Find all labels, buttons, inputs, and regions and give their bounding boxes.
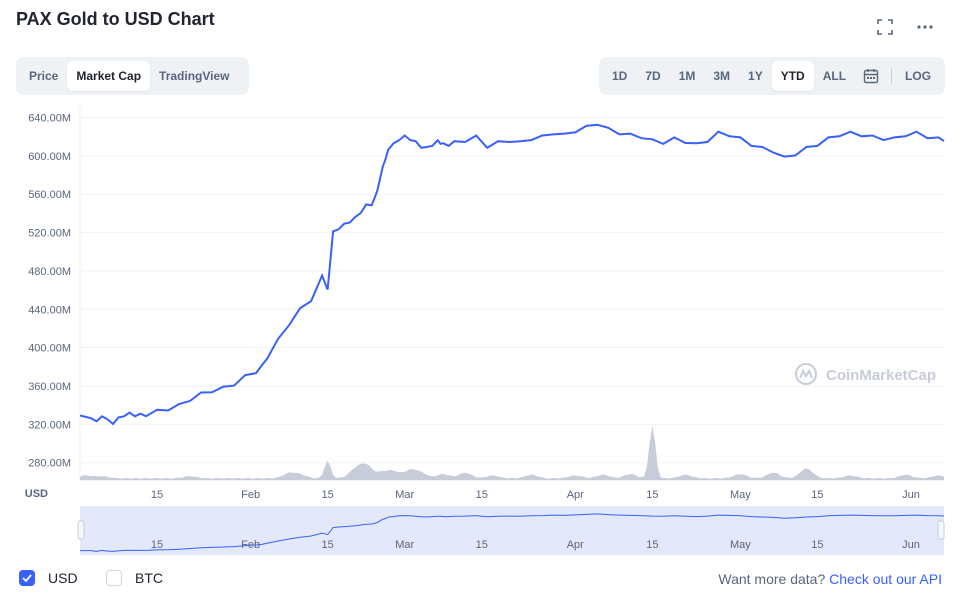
navigator-tick-label: 15: [476, 539, 488, 551]
navigator-tick-label: Apr: [567, 539, 584, 551]
legend-usd[interactable]: USD: [19, 570, 78, 586]
x-tick-label: Apr: [567, 489, 584, 501]
price-line: [79, 123, 945, 426]
range-navigator: 15 Feb 15 Mar 15 Apr 15 May 15 Jun: [77, 506, 945, 555]
legend-btc[interactable]: BTC: [106, 570, 163, 586]
x-tick-label: 15: [151, 489, 163, 501]
legend-btc-label: BTC: [135, 570, 163, 586]
volume-area: [80, 425, 944, 480]
x-tick-label: 15: [476, 489, 488, 501]
fullscreen-icon[interactable]: [874, 16, 896, 38]
y-tick-label: 520.00M: [28, 228, 71, 240]
navigator-line: [80, 513, 945, 552]
y-tick-label: 600.00M: [28, 151, 71, 163]
range-1m[interactable]: 1M: [678, 69, 696, 83]
api-link[interactable]: Check out our API: [829, 571, 942, 587]
y-tick-label: 360.00M: [28, 381, 71, 393]
tab-price[interactable]: Price: [29, 69, 59, 83]
navigator-tick-label: Jun: [902, 539, 920, 551]
y-axis-labels: 640.00M 600.00M 560.00M 520.00M 480.00M 440.0…: [28, 113, 71, 470]
y-axis-unit: USD: [25, 488, 48, 500]
navigator-tick-label: 15: [151, 539, 163, 551]
api-prefix: Want more data?: [718, 571, 826, 587]
page-title: PAX Gold to USD Chart: [16, 9, 215, 29]
navigator-tick-label: Feb: [241, 539, 260, 551]
range-3m[interactable]: 3M: [713, 69, 731, 83]
x-tick-label: Feb: [241, 489, 260, 501]
x-tick-label: 15: [646, 489, 658, 501]
navigator-tick-label: May: [730, 539, 751, 551]
y-tick-label: 440.00M: [28, 304, 71, 316]
volume-series: [80, 425, 944, 480]
navigator-tick-label: 15: [811, 539, 823, 551]
usd-checkbox[interactable]: [19, 570, 35, 586]
check-icon: [22, 574, 32, 582]
x-tick-label: May: [730, 489, 751, 501]
navigator-tick-label: Mar: [395, 539, 414, 551]
y-tick-label: 320.00M: [28, 419, 71, 431]
range-ytd[interactable]: YTD: [771, 61, 814, 91]
x-tick-label: Jun: [902, 489, 920, 501]
range-tabs: 1D 7D 1M 3M 1Y YTD ALL LOG: [599, 57, 945, 95]
x-tick-label: Mar: [395, 489, 414, 501]
log-toggle[interactable]: LOG: [905, 69, 932, 83]
calendar-icon[interactable]: [855, 61, 887, 91]
watermark-text: CoinMarketCap: [826, 367, 936, 384]
more-icon[interactable]: [914, 16, 936, 38]
x-axis-labels: 15 Feb 15 Mar 15 Apr 15 May 15 Jun: [151, 489, 920, 501]
legend-usd-label: USD: [48, 570, 78, 586]
navigator-labels: 15 Feb 15 Mar 15 Apr 15 May 15 Jun: [151, 539, 920, 551]
btc-checkbox[interactable]: [106, 570, 122, 586]
coinmarketcap-logo-icon: [795, 363, 817, 385]
y-tick-label: 280.00M: [28, 458, 71, 470]
y-tick-label: 400.00M: [28, 343, 71, 355]
view-tabs: Price Market Cap TradingView: [16, 57, 249, 95]
range-7d[interactable]: 7D: [645, 69, 661, 83]
x-tick-label: 15: [322, 489, 334, 501]
grid-lines: [79, 106, 944, 481]
x-tick-label: 15: [811, 489, 823, 501]
tab-tradingview[interactable]: TradingView: [159, 69, 230, 83]
range-all[interactable]: ALL: [822, 69, 847, 83]
range-1y[interactable]: 1Y: [748, 69, 763, 83]
y-tick-label: 480.00M: [28, 266, 71, 278]
tab-market-cap[interactable]: Market Cap: [67, 61, 151, 91]
y-tick-label: 560.00M: [28, 189, 71, 201]
api-promo: Want more data? Check out our API: [718, 571, 942, 587]
watermark: CoinMarketCap: [795, 363, 936, 385]
navigator-handle-left[interactable]: [77, 520, 85, 540]
navigator-tick-label: 15: [646, 539, 658, 551]
navigator-handle-right[interactable]: [937, 520, 945, 540]
range-1d[interactable]: 1D: [612, 69, 628, 83]
y-tick-label: 640.00M: [28, 113, 71, 125]
range-divider: [891, 68, 893, 84]
coinmarketcap-logo-mark: [799, 368, 813, 379]
navigator-tick-label: 15: [322, 539, 334, 551]
